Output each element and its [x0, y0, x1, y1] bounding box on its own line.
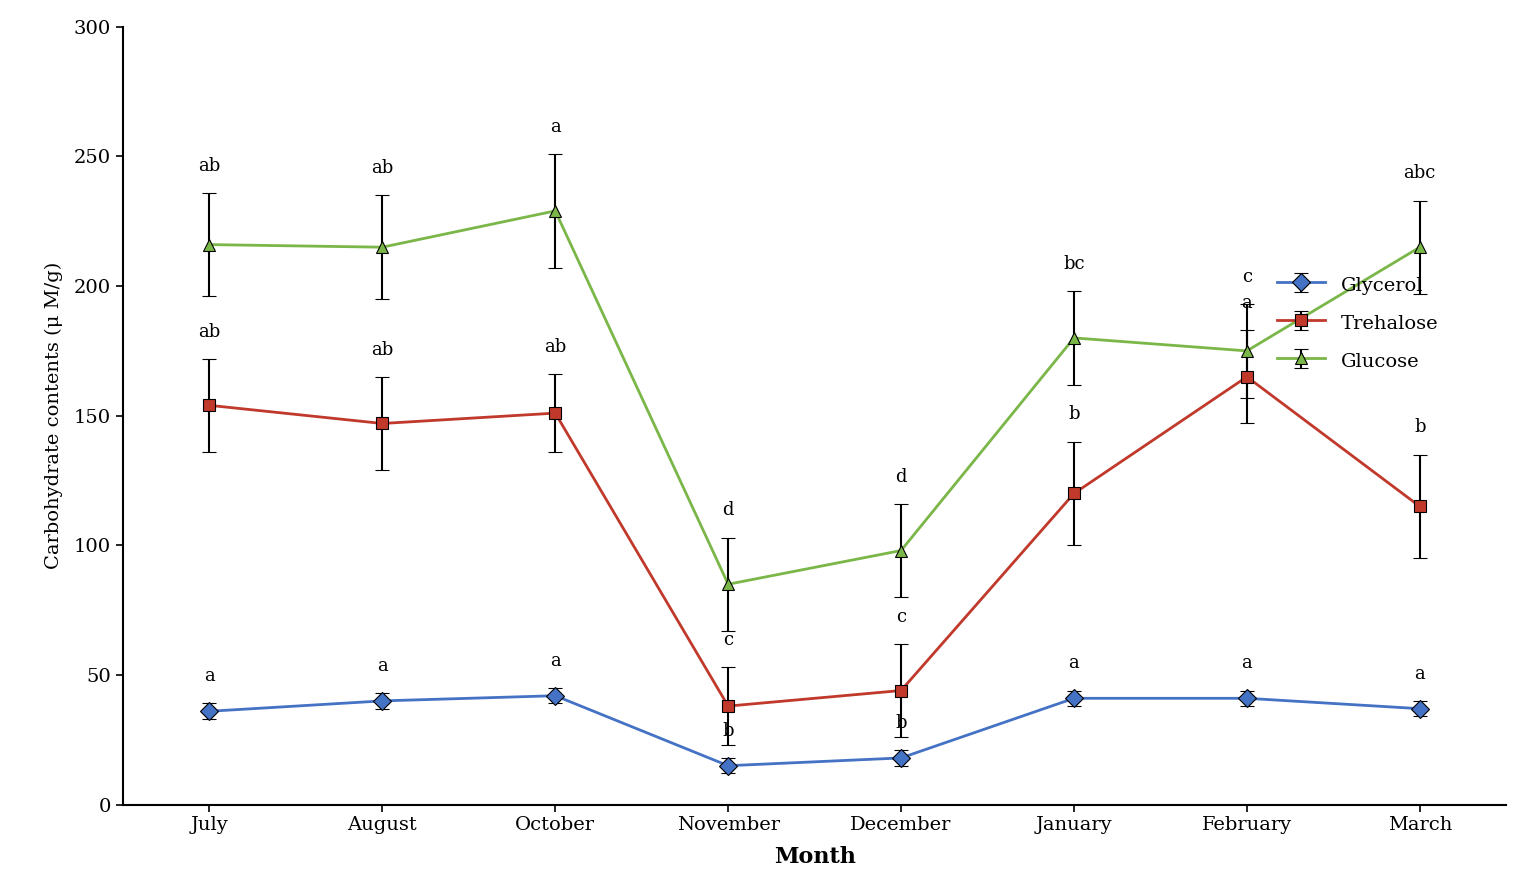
- Text: a: a: [204, 667, 215, 686]
- Text: a: a: [1414, 665, 1425, 683]
- Text: d: d: [722, 502, 733, 519]
- Text: b: b: [1068, 406, 1079, 424]
- Text: ab: ab: [372, 159, 393, 177]
- Text: a: a: [550, 118, 561, 136]
- Text: bc: bc: [1064, 255, 1085, 274]
- Text: c: c: [722, 631, 733, 649]
- Text: b: b: [722, 721, 733, 740]
- Text: ab: ab: [198, 156, 220, 174]
- Y-axis label: Carbohydrate contents (μ M/g): Carbohydrate contents (μ M/g): [45, 262, 63, 569]
- Text: ab: ab: [198, 323, 220, 341]
- Text: a: a: [550, 652, 561, 670]
- Text: b: b: [896, 714, 907, 732]
- Text: d: d: [896, 468, 907, 485]
- Text: ab: ab: [372, 341, 393, 358]
- Text: b: b: [1414, 418, 1425, 436]
- Text: a: a: [377, 657, 387, 675]
- Text: c: c: [896, 608, 907, 626]
- Text: ab: ab: [544, 338, 566, 356]
- Text: a: a: [1068, 654, 1079, 672]
- X-axis label: Month: Month: [773, 846, 856, 867]
- Text: a: a: [1242, 294, 1253, 312]
- Text: c: c: [1242, 268, 1253, 286]
- Legend: Glycerol, Trehalose, Glucose: Glycerol, Trehalose, Glucose: [1266, 265, 1448, 380]
- Text: abc: abc: [1403, 164, 1436, 182]
- Text: a: a: [1242, 654, 1253, 672]
